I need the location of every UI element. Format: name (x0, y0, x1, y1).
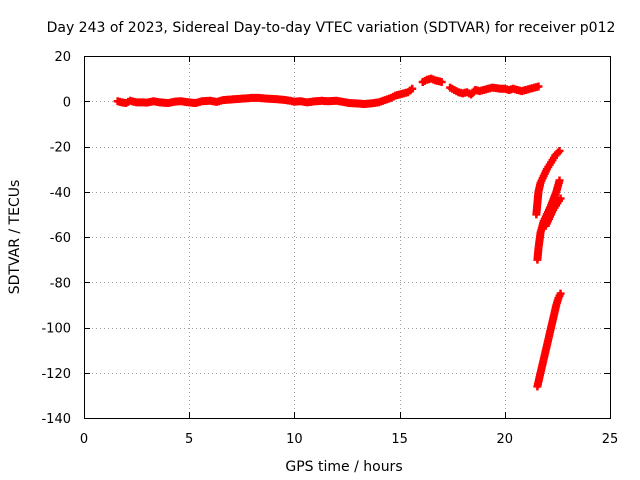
chart-title: Day 243 of 2023, Sidereal Day-to-day VTE… (47, 20, 616, 36)
satellite-track-17h-21h (446, 82, 543, 99)
y-tick-label: -80 (50, 276, 71, 291)
x-tick-label: 25 (602, 432, 619, 447)
satellite-track-drop-c (541, 194, 565, 230)
data-point (534, 82, 543, 91)
satellite-track-drop-b (533, 176, 564, 264)
x-tick-label: 10 (286, 432, 303, 447)
x-axis-label: GPS time / hours (285, 459, 402, 475)
y-tick-label: 0 (63, 95, 71, 110)
data-point (437, 78, 446, 87)
y-axis-label: SDTVAR / TECUs (7, 180, 23, 295)
y-tick-label: -140 (41, 412, 71, 427)
data-point (555, 147, 564, 156)
grid-lines (84, 56, 610, 418)
data-point (556, 289, 565, 298)
data-points (113, 74, 565, 391)
y-tick-label: -20 (50, 141, 71, 156)
data-point (555, 176, 564, 185)
satellite-track-drop-d (533, 289, 565, 391)
satellite-track-main (113, 84, 417, 108)
y-tick-label: -100 (41, 322, 71, 337)
y-tick-label: 20 (54, 50, 71, 65)
axis-ticks: 0 5 10 15 20 25 -140 -120 -100 -80 -60 -40 -20 0 20 (41, 50, 618, 447)
y-tick-label: -120 (41, 367, 71, 382)
y-tick-label: -60 (50, 231, 71, 246)
data-point (408, 84, 417, 93)
x-tick-label: 15 (391, 432, 408, 447)
plot-frame (84, 56, 611, 419)
satellite-track-drop-a (532, 147, 564, 219)
y-tick-label: -40 (50, 186, 71, 201)
x-tick-label: 20 (497, 432, 514, 447)
satellite-track-16h (418, 74, 446, 87)
x-tick-label: 0 (80, 432, 88, 447)
x-tick-label: 5 (185, 432, 193, 447)
data-point (556, 194, 565, 203)
